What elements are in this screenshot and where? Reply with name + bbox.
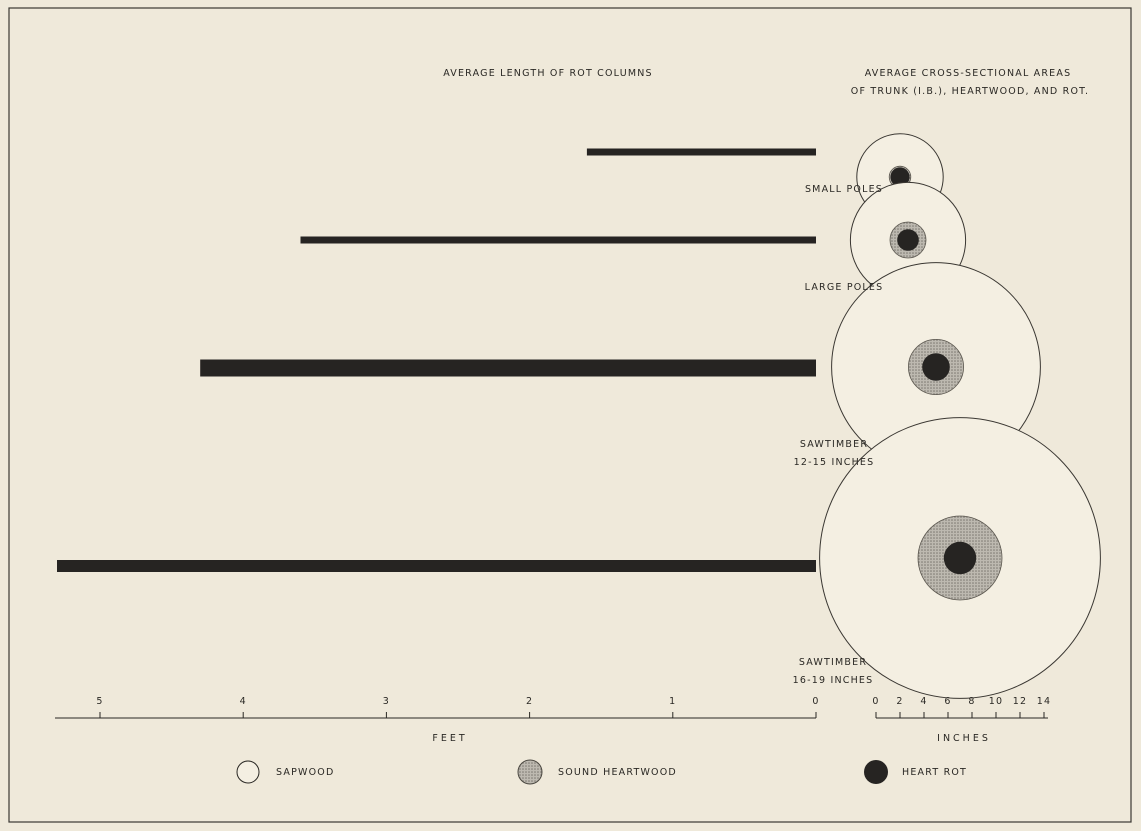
feet-tick-label: 0 (812, 696, 819, 707)
inch-tick-label: 14 (1037, 696, 1052, 707)
legend-swatch-sapwood (236, 760, 260, 784)
inch-tick-label: 8 (968, 696, 975, 707)
inches-scale-ticks: 0 2 4 6 8 10 12 14 (872, 696, 1052, 718)
feet-axis-ticks: 5 4 3 2 1 0 (96, 696, 819, 718)
right-chart-title-line2: OF TRUNK (I.B.), HEARTWOOD, AND ROT. (851, 86, 1089, 97)
inch-tick-label: 12 (1013, 696, 1028, 707)
cross-section-circles (819, 133, 1101, 699)
heart-rot-circle (897, 229, 919, 251)
category-label-sawtimber-2-line1: SAWTIMBER (799, 657, 867, 668)
inch-tick-label: 2 (896, 696, 903, 707)
heart-rot-circle (943, 541, 977, 575)
category-label-large-poles: LARGE POLES (805, 282, 884, 293)
rot-column-bar (586, 148, 816, 156)
feet-tick-label: 2 (526, 696, 533, 707)
feet-tick-label: 4 (240, 696, 247, 707)
inches-scale-label: INCHES (937, 733, 991, 744)
feet-tick-label: 5 (96, 696, 103, 707)
category-label-sawtimber-2-line2: 16-19 INCHES (793, 675, 874, 686)
inch-tick-label: 6 (944, 696, 951, 707)
heart-rot-circle (890, 167, 910, 187)
rot-column-bar (300, 236, 816, 244)
feet-tick-label: 3 (383, 696, 390, 707)
heart-rot-circle (922, 353, 950, 381)
legend: SAPWOOD SOUND HEARTWOOD HEART ROT (236, 759, 967, 785)
legend-swatch-heart-rot (864, 760, 888, 784)
chart-frame (8, 7, 1132, 823)
category-label-sawtimber-1-line1: SAWTIMBER (800, 439, 868, 450)
feet-tick-label: 1 (669, 696, 676, 707)
inch-tick-label: 0 (872, 696, 879, 707)
rot-column-bar (200, 359, 816, 377)
legend-swatch-sound-heartwood (517, 759, 543, 785)
feet-axis-label: FEET (432, 733, 467, 744)
category-label-small-poles: SMALL POLES (805, 184, 883, 195)
legend-label-sapwood: SAPWOOD (276, 767, 335, 778)
rot-column-bar (57, 560, 816, 572)
legend-label-heart-rot: HEART ROT (902, 767, 967, 778)
rot-column-bars (57, 148, 816, 572)
left-chart-title: AVERAGE LENGTH OF ROT COLUMNS (443, 68, 653, 79)
category-label-sawtimber-1-line2: 12-15 INCHES (794, 457, 875, 468)
inch-tick-label: 4 (920, 696, 927, 707)
legend-label-sound-heartwood: SOUND HEARTWOOD (558, 767, 677, 778)
inch-tick-label: 10 (989, 696, 1004, 707)
right-chart-title-line1: AVERAGE CROSS-SECTIONAL AREAS (865, 68, 1072, 79)
